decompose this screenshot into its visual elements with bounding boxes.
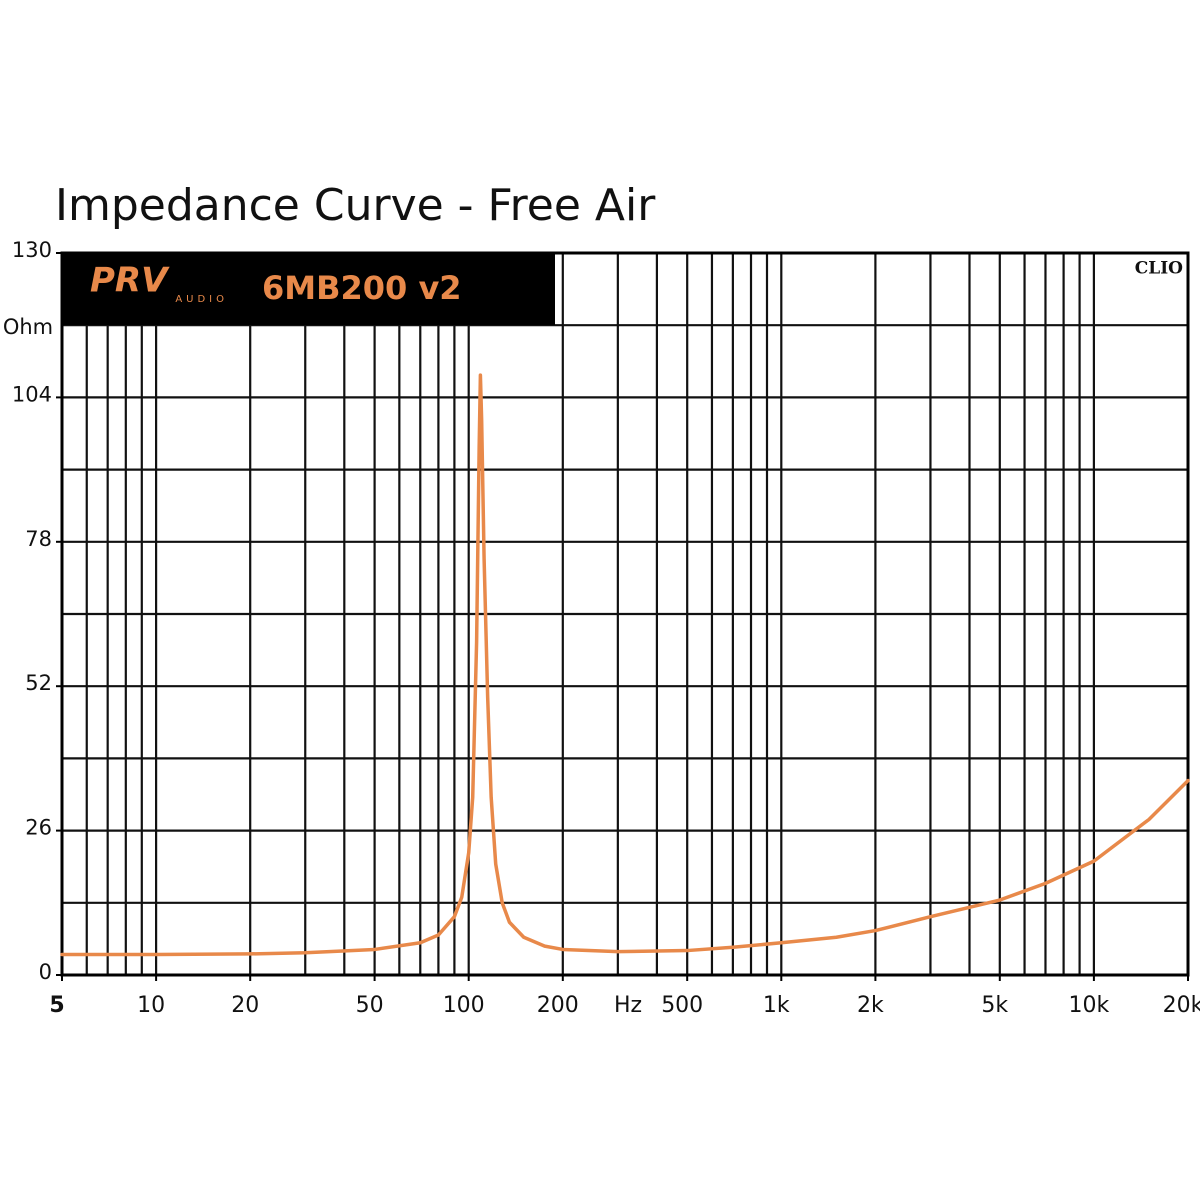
y-tick-label: 52 — [25, 671, 52, 695]
x-axis-label: Hz — [614, 993, 642, 1018]
y-tick-label: 78 — [25, 527, 52, 551]
y-axis-label: Ohm — [3, 315, 53, 339]
brand: PRV — [90, 261, 170, 301]
x-tick-label: 5k — [981, 993, 1008, 1018]
x-tick-label: 2k — [857, 993, 884, 1018]
software: CLIO — [1135, 259, 1183, 279]
x-tick-label: 5 — [49, 993, 64, 1018]
x-tick-label: 10 — [137, 993, 165, 1018]
grid — [56, 251, 1190, 981]
x-tick-label: 1k — [763, 993, 790, 1018]
x-tick-label: 100 — [443, 993, 485, 1018]
y-tick-label: 26 — [25, 816, 52, 840]
y-tick-label: 0 — [39, 960, 52, 984]
impedance-line — [60, 373, 1190, 957]
x-tick-label: 50 — [356, 993, 384, 1018]
brand-sub: AUDIO — [175, 294, 228, 305]
y-tick-label: 130 — [12, 238, 52, 262]
logo-box — [62, 253, 555, 325]
plot-frame — [60, 251, 1190, 977]
model: 6MB200 v2 — [262, 269, 462, 307]
y-tick-label: 104 — [12, 382, 52, 406]
x-tick-label: 20 — [231, 993, 259, 1018]
chart-title: Impedance Curve - Free Air — [55, 180, 656, 231]
x-tick-label: 200 — [537, 993, 579, 1018]
x-tick-label: 20k — [1163, 993, 1200, 1018]
x-tick-label: 10k — [1069, 993, 1110, 1018]
x-tick-label: 500 — [661, 993, 703, 1018]
plot-area — [60, 373, 1190, 957]
